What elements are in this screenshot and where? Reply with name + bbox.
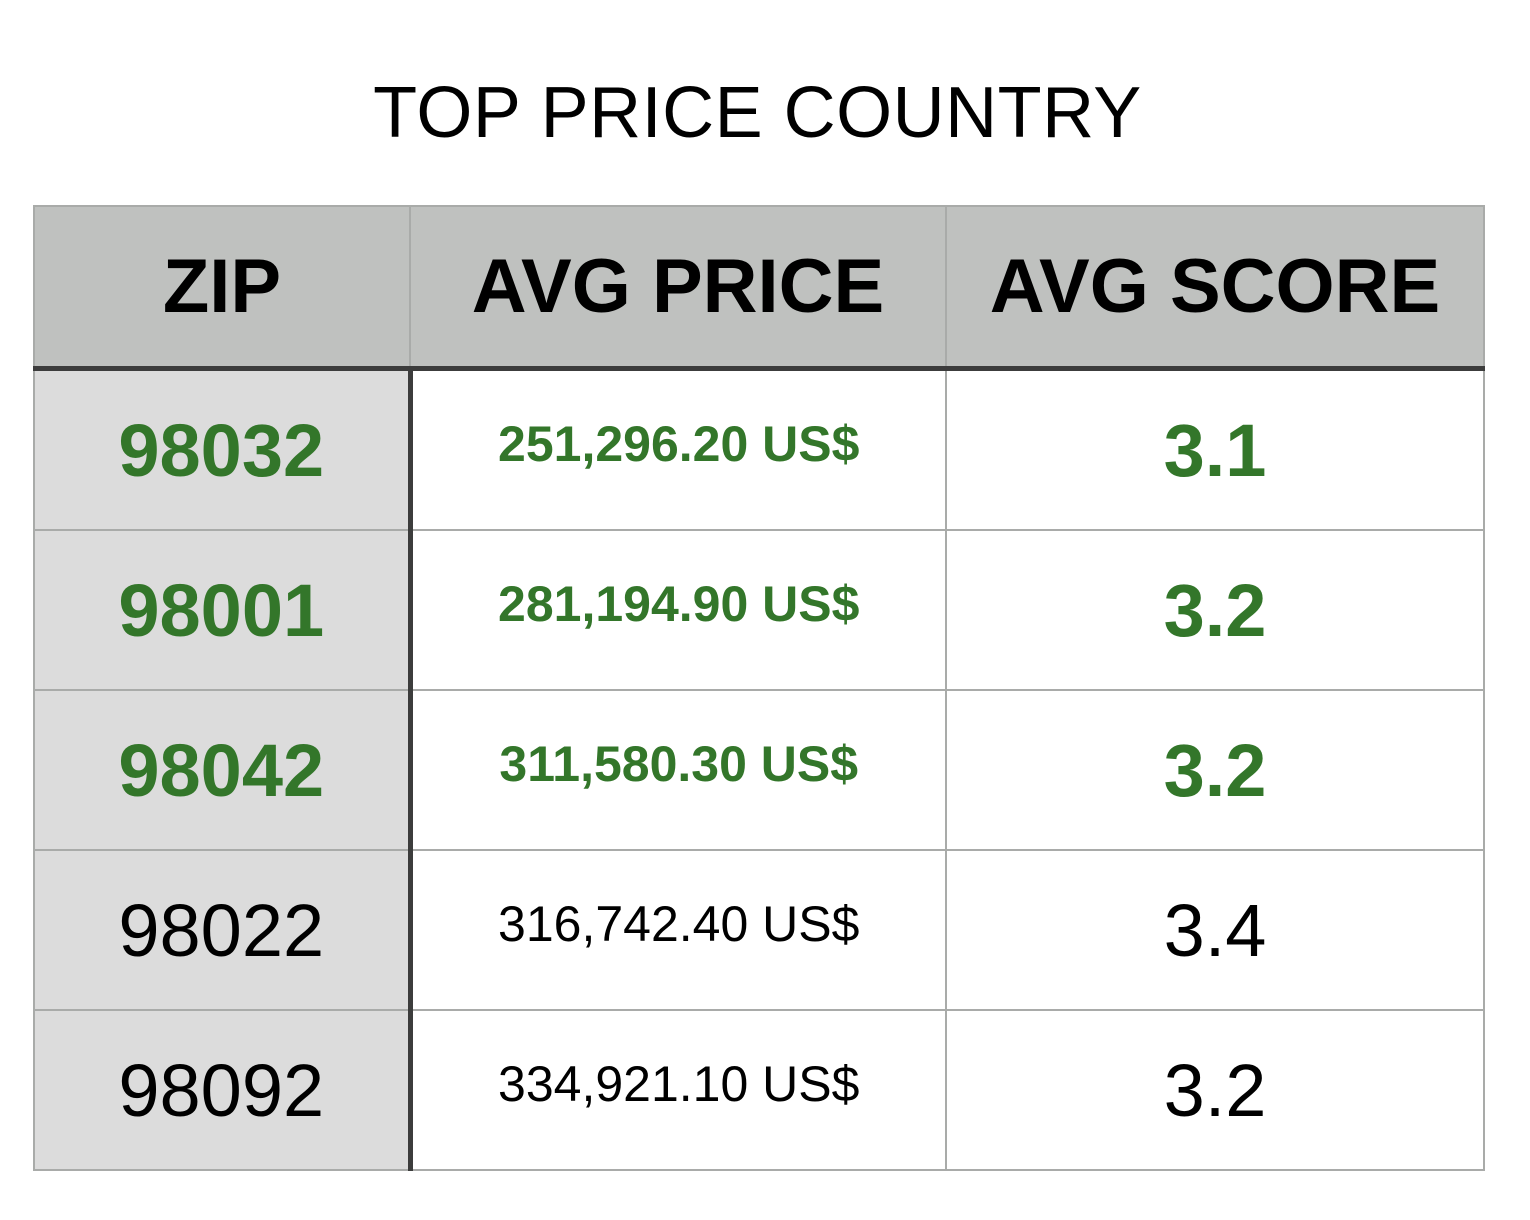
avg-score-cell: 3.2 [945, 529, 1485, 691]
table-row: 98022 316,742.40 US$ 3.4 [33, 849, 1485, 1011]
avg-score-cell: 3.2 [945, 1009, 1485, 1171]
table-row: 98092 334,921.10 US$ 3.2 [33, 1009, 1485, 1171]
zip-cell: 98092 [33, 1009, 413, 1171]
column-header-avg-price: AVG PRICE [409, 205, 947, 371]
table-row: 98001 281,194.90 US$ 3.2 [33, 529, 1485, 691]
zip-cell: 98042 [33, 689, 413, 851]
avg-score-cell: 3.4 [945, 849, 1485, 1011]
avg-price-cell: 334,921.10 US$ [409, 1009, 947, 1171]
avg-score-cell: 3.1 [945, 367, 1485, 531]
table-row: 98032 251,296.20 US$ 3.1 [33, 367, 1485, 531]
table-row: 98042 311,580.30 US$ 3.2 [33, 689, 1485, 851]
column-header-zip: ZIP [33, 205, 411, 371]
zip-cell: 98001 [33, 529, 413, 691]
avg-score-cell: 3.2 [945, 689, 1485, 851]
price-table: ZIP AVG PRICE AVG SCORE 98032 251,296.20… [33, 205, 1485, 1171]
avg-price-cell: 251,296.20 US$ [409, 367, 947, 531]
table-title: TOP PRICE COUNTRY [373, 73, 1142, 153]
column-header-avg-score: AVG SCORE [945, 205, 1485, 371]
avg-price-cell: 281,194.90 US$ [409, 529, 947, 691]
zip-cell: 98032 [33, 367, 413, 531]
zip-cell: 98022 [33, 849, 413, 1011]
avg-price-cell: 316,742.40 US$ [409, 849, 947, 1011]
avg-price-cell: 311,580.30 US$ [409, 689, 947, 851]
header-row: ZIP AVG PRICE AVG SCORE [33, 205, 1485, 371]
